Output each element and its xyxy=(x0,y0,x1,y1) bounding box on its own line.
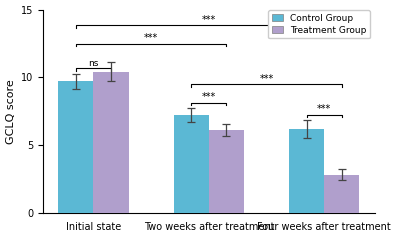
Bar xyxy=(94,72,128,213)
Text: ***: *** xyxy=(260,74,274,84)
Bar xyxy=(58,81,94,213)
Text: ns: ns xyxy=(88,59,98,68)
Text: ***: *** xyxy=(202,92,216,102)
Text: ***: *** xyxy=(202,15,216,25)
Bar xyxy=(174,115,209,213)
Legend: Control Group, Treatment Group: Control Group, Treatment Group xyxy=(268,10,370,38)
Bar xyxy=(209,130,244,213)
Bar xyxy=(324,175,360,213)
Text: ***: *** xyxy=(144,33,158,43)
Y-axis label: GCLQ score: GCLQ score xyxy=(6,79,16,144)
Bar xyxy=(289,129,324,213)
Text: ***: *** xyxy=(317,104,332,114)
